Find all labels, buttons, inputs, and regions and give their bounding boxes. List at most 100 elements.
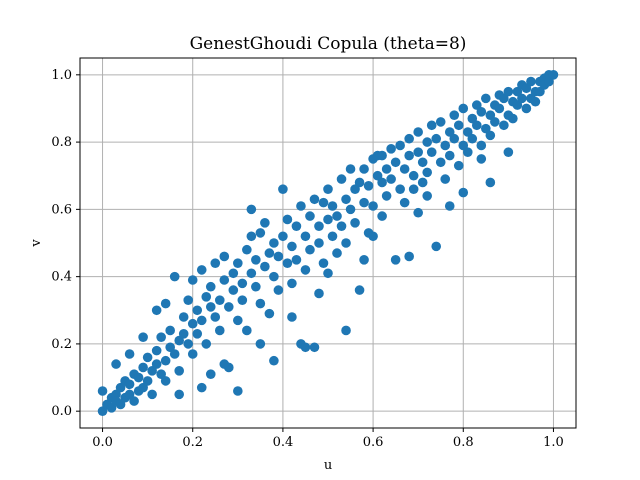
data-point bbox=[97, 406, 108, 416]
data-point bbox=[363, 181, 374, 191]
data-point bbox=[264, 248, 275, 258]
data-point bbox=[309, 194, 320, 205]
data-point bbox=[395, 140, 405, 151]
data-point bbox=[183, 339, 194, 349]
data-point bbox=[544, 76, 554, 87]
data-point bbox=[521, 103, 532, 114]
data-point bbox=[255, 228, 266, 238]
data-point bbox=[228, 268, 239, 279]
data-point bbox=[269, 355, 279, 366]
data-point bbox=[156, 369, 166, 379]
data-point bbox=[151, 305, 162, 316]
data-point bbox=[449, 133, 460, 144]
data-point bbox=[404, 133, 414, 144]
data-point bbox=[111, 389, 121, 400]
data-point bbox=[440, 174, 451, 184]
data-point bbox=[399, 197, 410, 208]
data-point bbox=[462, 147, 473, 157]
data-point bbox=[458, 140, 469, 151]
data-point bbox=[278, 184, 288, 194]
data-point bbox=[115, 382, 126, 393]
data-point bbox=[345, 204, 356, 215]
data-point bbox=[359, 197, 369, 208]
data-point bbox=[264, 308, 275, 319]
data-point bbox=[251, 255, 261, 265]
data-point bbox=[174, 389, 184, 400]
data-point bbox=[291, 255, 302, 265]
data-point bbox=[291, 221, 302, 231]
y-axis-label: v bbox=[29, 239, 44, 248]
data-point bbox=[201, 292, 212, 302]
data-point bbox=[138, 362, 148, 373]
data-point bbox=[160, 376, 171, 386]
data-point bbox=[278, 231, 288, 242]
data-point bbox=[219, 275, 230, 285]
data-point bbox=[345, 164, 356, 174]
data-point bbox=[210, 258, 221, 268]
data-point bbox=[467, 133, 478, 144]
data-point bbox=[323, 268, 333, 279]
data-point bbox=[142, 376, 153, 386]
data-point bbox=[305, 244, 315, 255]
data-point bbox=[350, 184, 360, 194]
data-point bbox=[233, 386, 243, 396]
data-point bbox=[219, 251, 230, 262]
data-point bbox=[336, 221, 347, 231]
data-point bbox=[390, 157, 401, 168]
data-point bbox=[106, 403, 117, 413]
data-point bbox=[147, 366, 157, 376]
data-point bbox=[395, 184, 405, 194]
data-point bbox=[300, 231, 311, 242]
data-point bbox=[323, 214, 333, 225]
data-point bbox=[417, 157, 428, 168]
data-point bbox=[214, 295, 225, 305]
data-point bbox=[372, 170, 383, 181]
data-point bbox=[237, 278, 248, 289]
data-point bbox=[205, 302, 216, 312]
data-point bbox=[156, 332, 166, 342]
data-point bbox=[377, 211, 387, 221]
data-point bbox=[499, 120, 509, 131]
data-point bbox=[124, 379, 135, 390]
data-point bbox=[526, 76, 536, 87]
data-point bbox=[233, 315, 243, 326]
x-tick-label: 1.0 bbox=[543, 435, 564, 450]
data-point bbox=[359, 164, 369, 174]
data-point bbox=[174, 366, 184, 376]
y-tick-label: 0.0 bbox=[51, 404, 72, 419]
data-point bbox=[481, 93, 491, 104]
data-point bbox=[399, 164, 410, 174]
y-tick-label: 0.8 bbox=[51, 135, 72, 150]
data-point bbox=[435, 157, 446, 168]
data-point bbox=[237, 295, 248, 305]
data-point bbox=[255, 298, 266, 309]
data-point bbox=[160, 298, 171, 309]
data-point bbox=[97, 386, 108, 396]
data-point bbox=[453, 120, 464, 131]
data-point bbox=[453, 160, 464, 171]
x-tick-label: 0.4 bbox=[273, 435, 294, 450]
data-points bbox=[97, 70, 559, 416]
data-point bbox=[165, 342, 175, 353]
data-point bbox=[214, 325, 225, 336]
data-point bbox=[435, 117, 446, 127]
data-point bbox=[499, 93, 509, 104]
data-point bbox=[350, 218, 360, 228]
data-point bbox=[327, 231, 338, 242]
x-tick-label: 0.2 bbox=[182, 435, 203, 450]
data-point bbox=[196, 382, 207, 393]
data-point bbox=[228, 285, 239, 295]
data-point bbox=[458, 187, 469, 198]
data-point bbox=[462, 127, 473, 137]
data-point bbox=[133, 372, 144, 383]
data-point bbox=[201, 339, 212, 349]
data-point bbox=[210, 312, 221, 322]
data-point bbox=[512, 100, 523, 110]
data-point bbox=[273, 285, 284, 295]
data-point bbox=[467, 113, 478, 124]
y-tick-label: 0.6 bbox=[51, 202, 72, 217]
data-point bbox=[269, 238, 279, 248]
axis-ticks: 0.0 0.2 0.4 0.6 0.8 1.0 0.0 0.2 0.4 0.6 0.8 1.0 bbox=[51, 68, 563, 450]
data-point bbox=[251, 281, 261, 292]
data-point bbox=[165, 325, 175, 336]
